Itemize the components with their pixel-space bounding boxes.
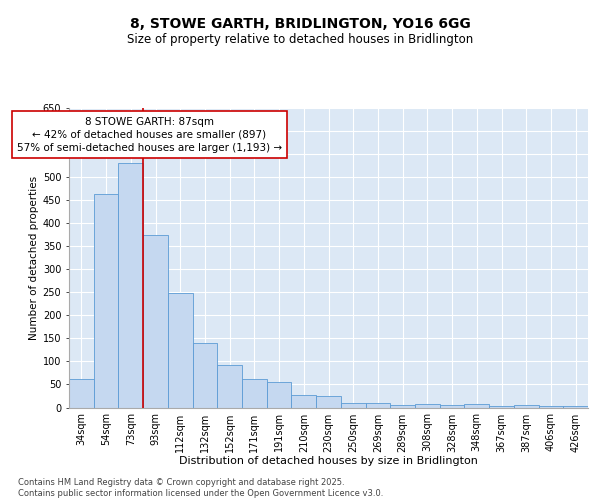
Bar [292, 395, 316, 407]
Bar [415, 404, 440, 407]
Bar [217, 365, 242, 408]
Bar [168, 293, 193, 408]
Bar [390, 405, 415, 407]
Bar [365, 403, 390, 407]
Bar [489, 406, 514, 407]
Text: Size of property relative to detached houses in Bridlington: Size of property relative to detached ho… [127, 32, 473, 46]
Bar [193, 343, 217, 407]
Bar [464, 404, 489, 407]
Text: 8 STOWE GARTH: 87sqm
← 42% of detached houses are smaller (897)
57% of semi-deta: 8 STOWE GARTH: 87sqm ← 42% of detached h… [17, 116, 282, 153]
X-axis label: Distribution of detached houses by size in Bridlington: Distribution of detached houses by size … [179, 456, 478, 466]
Text: Contains HM Land Registry data © Crown copyright and database right 2025.
Contai: Contains HM Land Registry data © Crown c… [18, 478, 383, 498]
Y-axis label: Number of detached properties: Number of detached properties [29, 176, 38, 340]
Bar [118, 163, 143, 408]
Bar [69, 379, 94, 408]
Bar [242, 379, 267, 408]
Bar [539, 406, 563, 407]
Bar [514, 405, 539, 407]
Bar [267, 382, 292, 407]
Bar [143, 235, 168, 408]
Text: 8, STOWE GARTH, BRIDLINGTON, YO16 6GG: 8, STOWE GARTH, BRIDLINGTON, YO16 6GG [130, 18, 470, 32]
Bar [94, 194, 118, 408]
Bar [440, 405, 464, 407]
Bar [316, 396, 341, 407]
Bar [341, 403, 365, 407]
Bar [563, 406, 588, 407]
